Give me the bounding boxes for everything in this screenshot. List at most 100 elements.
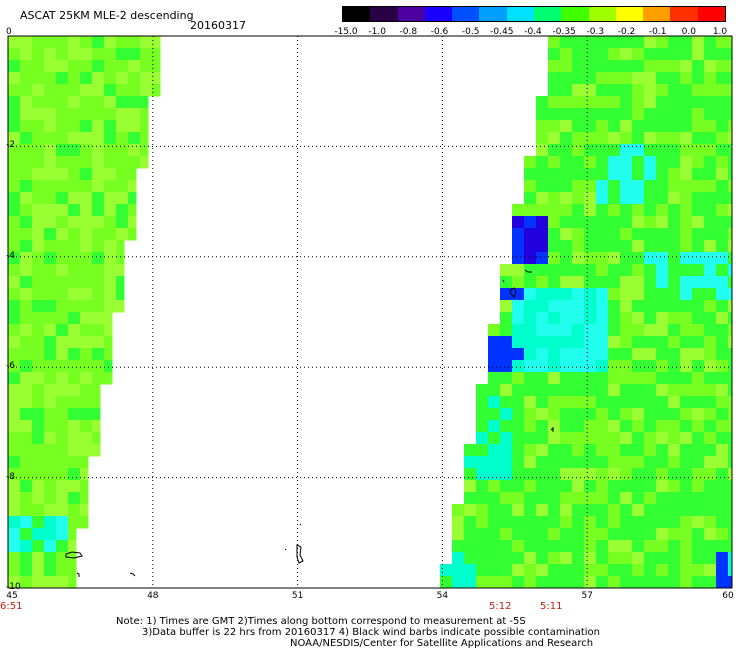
swath-cell [668, 444, 681, 457]
coast-island-2 [76, 572, 80, 577]
swath-cell [56, 36, 69, 49]
swath-cell [668, 168, 681, 181]
swath-cell [728, 156, 733, 169]
swath-cell [32, 372, 45, 385]
swath-cell [704, 168, 717, 181]
swath-cell [152, 36, 161, 49]
swath-cell [116, 252, 125, 265]
swath-cell [500, 576, 513, 589]
swath-right [440, 36, 733, 589]
swath-cell [716, 552, 729, 565]
swath-cell [8, 312, 21, 325]
swath-cell [608, 216, 621, 229]
swath-cell [548, 216, 561, 229]
swath-cell [644, 108, 657, 121]
swath-cell [32, 312, 45, 325]
swath-cell [632, 60, 645, 73]
swath-cell [620, 456, 633, 469]
swath-cell [668, 60, 681, 73]
swath-cell [656, 300, 669, 313]
swath-cell [56, 552, 69, 565]
swath-cell [728, 516, 733, 529]
swath-cell [632, 216, 645, 229]
swath-cell [140, 120, 149, 133]
swath-cell [92, 144, 105, 157]
swath-cell [716, 264, 729, 277]
swath-cell [116, 228, 129, 241]
swath-cell [620, 480, 633, 493]
swath-cell [560, 324, 573, 337]
swath-cell [596, 432, 609, 445]
swath-cell [608, 192, 621, 205]
swath-cell [728, 84, 733, 97]
swath-cell [584, 192, 597, 205]
swath-cell [20, 120, 33, 133]
swath-cell [488, 504, 501, 517]
swath-cell [632, 420, 645, 433]
swath-cell [44, 216, 57, 229]
swath-cell [500, 528, 513, 541]
swath-cell [656, 468, 669, 481]
swath-cell [704, 36, 717, 49]
swath-cell [680, 168, 693, 181]
swath-cell [596, 552, 609, 565]
swath-cell [104, 168, 117, 181]
swath-cell [68, 144, 81, 157]
swath-cell [104, 288, 117, 301]
swath-cell [560, 360, 573, 373]
swath-cell [128, 216, 137, 229]
swath-cell [500, 372, 513, 385]
swath-cell [728, 48, 733, 61]
swath-cell [620, 564, 633, 577]
swath-cell [668, 204, 681, 217]
swath-cell [44, 432, 57, 445]
swath-cell [8, 480, 21, 493]
swath-cell [8, 216, 21, 229]
note-line-3: NOAA/NESDIS/Center for Satellite Applica… [290, 638, 594, 649]
swath-cell [584, 120, 597, 133]
swath-cell [716, 372, 729, 385]
swath-cell [8, 384, 21, 397]
swath-cell [32, 276, 45, 289]
swath-cell [80, 312, 93, 325]
swath-cell [584, 180, 597, 193]
swath-cell [92, 120, 105, 133]
swath-cell [680, 516, 693, 529]
swath-cell [20, 72, 33, 85]
swath-cell [692, 288, 705, 301]
swath-cell [632, 312, 645, 325]
swath-cell [632, 360, 645, 373]
swath-cell [128, 132, 141, 145]
swath-cell [524, 384, 537, 397]
swath-cell [68, 84, 81, 97]
swath-cell [56, 144, 69, 157]
swath-cell [548, 72, 561, 85]
swath-cell [644, 396, 657, 409]
swath-cell [560, 552, 573, 565]
colorbar-label: -15.0 [334, 27, 358, 37]
swath-cell [584, 324, 597, 337]
swath-cell [620, 108, 633, 121]
swath-cell [20, 348, 33, 361]
swath-cell [488, 348, 501, 361]
swath-cell [632, 288, 645, 301]
swath-cell [560, 456, 573, 469]
x-tick-label: 54 [436, 591, 449, 601]
swath-cell [644, 312, 657, 325]
swath-cell [644, 300, 657, 313]
swath-cell [596, 384, 609, 397]
swath-cell [56, 204, 69, 217]
swath-cell [20, 504, 33, 517]
swath-cell [512, 408, 525, 421]
swath-cell [44, 72, 57, 85]
swath-cell [68, 516, 81, 529]
swath-cell [608, 84, 621, 97]
swath-cell [596, 576, 609, 589]
swath-cell [692, 228, 705, 241]
swath-cell [32, 336, 45, 349]
swath-cell [608, 372, 621, 385]
swath-cell [524, 276, 537, 289]
swath-cell [32, 408, 45, 421]
swath-cell [632, 72, 645, 85]
swath-cell [620, 348, 633, 361]
